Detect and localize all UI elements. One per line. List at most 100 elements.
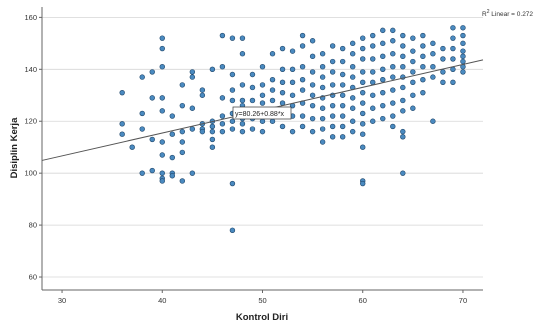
data-point: [259, 118, 266, 124]
data-point: [319, 105, 326, 111]
data-point: [400, 170, 406, 176]
data-point: [390, 113, 396, 119]
data-point: [309, 115, 316, 122]
data-point: [360, 45, 366, 52]
data-point: [350, 74, 356, 80]
data-point: [149, 167, 155, 174]
data-point: [329, 102, 336, 109]
data-point: [169, 173, 175, 179]
data-point: [219, 113, 226, 119]
data-point: [289, 48, 296, 54]
data-point: [299, 123, 306, 130]
data-point: [420, 43, 426, 49]
y-tick-label: 100: [24, 169, 37, 178]
data-point: [279, 66, 286, 73]
data-point: [410, 105, 416, 111]
data-point: [350, 128, 356, 135]
data-point: [390, 87, 396, 93]
x-tick-label: 70: [459, 296, 467, 305]
data-point: [199, 87, 206, 93]
data-point: [159, 178, 165, 184]
data-point: [360, 144, 366, 150]
data-point: [400, 84, 406, 91]
data-point: [360, 121, 366, 127]
data-point: [179, 178, 186, 184]
data-point: [289, 79, 296, 85]
data-point: [329, 134, 336, 140]
data-point: [329, 58, 336, 65]
data-point: [400, 43, 406, 49]
data-point: [299, 87, 306, 93]
data-point: [239, 51, 246, 57]
data-point: [299, 113, 306, 119]
data-point: [279, 45, 286, 52]
y-axis-ticks: 60 80 100 120 140 160: [24, 13, 42, 282]
data-point: [189, 170, 196, 176]
data-point: [159, 64, 165, 70]
plot-area: [42, 7, 483, 290]
data-point: [400, 108, 406, 114]
data-point: [339, 92, 346, 98]
data-point: [329, 123, 336, 130]
data-point: [350, 40, 356, 47]
data-point: [229, 118, 236, 124]
data-point: [380, 27, 386, 34]
data-point: [269, 97, 276, 104]
data-point: [319, 74, 326, 80]
data-point: [339, 82, 346, 88]
data-point: [450, 79, 456, 85]
data-point: [149, 95, 155, 101]
data-point: [390, 74, 396, 80]
equation-box: [232, 106, 292, 120]
data-point: [360, 180, 366, 187]
data-point: [430, 51, 436, 57]
data-point: [460, 32, 466, 39]
data-point: [219, 64, 226, 70]
data-point: [410, 58, 416, 65]
data-point: [189, 69, 196, 75]
data-point: [329, 43, 336, 49]
data-point: [309, 38, 316, 44]
data-point: [129, 144, 135, 150]
data-point: [159, 35, 165, 41]
data-point: [209, 66, 216, 73]
data-point: [390, 38, 396, 44]
data-point: [299, 32, 306, 39]
data-point: [430, 40, 436, 47]
data-point: [360, 100, 366, 106]
data-point: [339, 45, 346, 52]
data-point: [460, 69, 466, 75]
data-point: [370, 32, 376, 39]
data-point: [420, 64, 426, 70]
data-point: [339, 113, 346, 119]
data-point: [159, 108, 165, 114]
data-point: [159, 170, 165, 176]
data-point: [380, 102, 386, 109]
data-point: [370, 43, 376, 49]
data-point: [360, 69, 366, 75]
data-point: [229, 71, 236, 78]
data-point: [259, 82, 266, 88]
data-point: [209, 136, 216, 143]
equation-label: y=80.26+0.88*x: [232, 106, 292, 120]
data-point: [400, 53, 406, 60]
data-point: [350, 64, 356, 70]
data-point: [139, 126, 145, 132]
y-tick-label: 140: [24, 65, 37, 74]
data-point: [179, 139, 186, 145]
data-point: [360, 89, 366, 96]
data-point: [269, 118, 276, 124]
data-point: [460, 53, 466, 60]
data-point: [259, 128, 266, 135]
data-point: [430, 64, 436, 70]
data-point: [229, 126, 236, 132]
data-point: [410, 48, 416, 54]
data-point: [209, 144, 216, 150]
y-tick-label: 120: [24, 117, 37, 126]
data-point: [380, 76, 386, 83]
data-point: [440, 69, 446, 75]
data-points: [119, 25, 466, 233]
data-point: [149, 69, 155, 75]
data-point: [360, 35, 366, 41]
y-tick-label: 160: [24, 13, 37, 22]
